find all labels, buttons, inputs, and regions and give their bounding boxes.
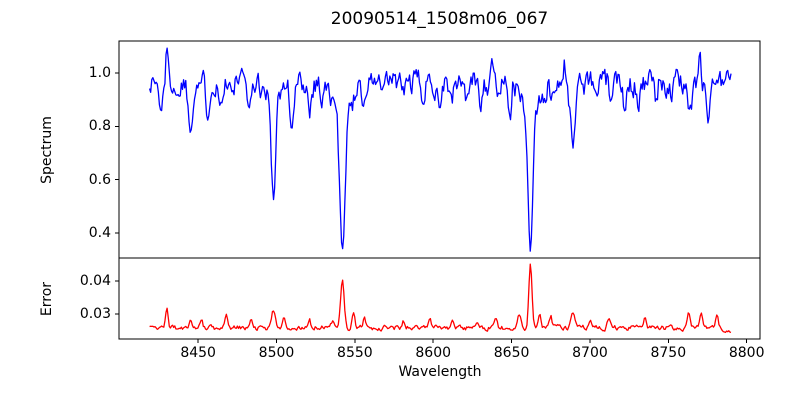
x-tick-label: 8600 — [415, 345, 452, 361]
error-y-tick-label: 0.04 — [79, 273, 111, 290]
panel-frame-spectrum — [118, 40, 761, 259]
x-axis-label: Wavelength — [398, 364, 482, 380]
x-tick-label: 8450 — [180, 345, 216, 361]
spectrum-y-tick-label: 0.6 — [88, 171, 111, 188]
x-tick-label: 8550 — [337, 345, 373, 361]
x-tick-label: 8750 — [650, 345, 687, 361]
spectrum-y-tick-label: 0.8 — [88, 118, 111, 135]
spectrum-y-tick-label: 0.4 — [88, 224, 111, 241]
error-y-tick-label: 0.03 — [79, 305, 111, 322]
spectrum-line — [148, 47, 732, 252]
x-tick-label: 8650 — [493, 345, 530, 361]
error-line — [149, 263, 732, 334]
chart-title: 20090514_1508m06_067 — [330, 9, 549, 29]
x-tick-label: 8700 — [572, 345, 608, 361]
x-tick-label: 8800 — [728, 345, 765, 361]
x-tick-label: 8500 — [258, 345, 295, 361]
spectrum-y-tick-label: 1.0 — [88, 64, 111, 81]
panel-frame-error — [118, 257, 761, 340]
